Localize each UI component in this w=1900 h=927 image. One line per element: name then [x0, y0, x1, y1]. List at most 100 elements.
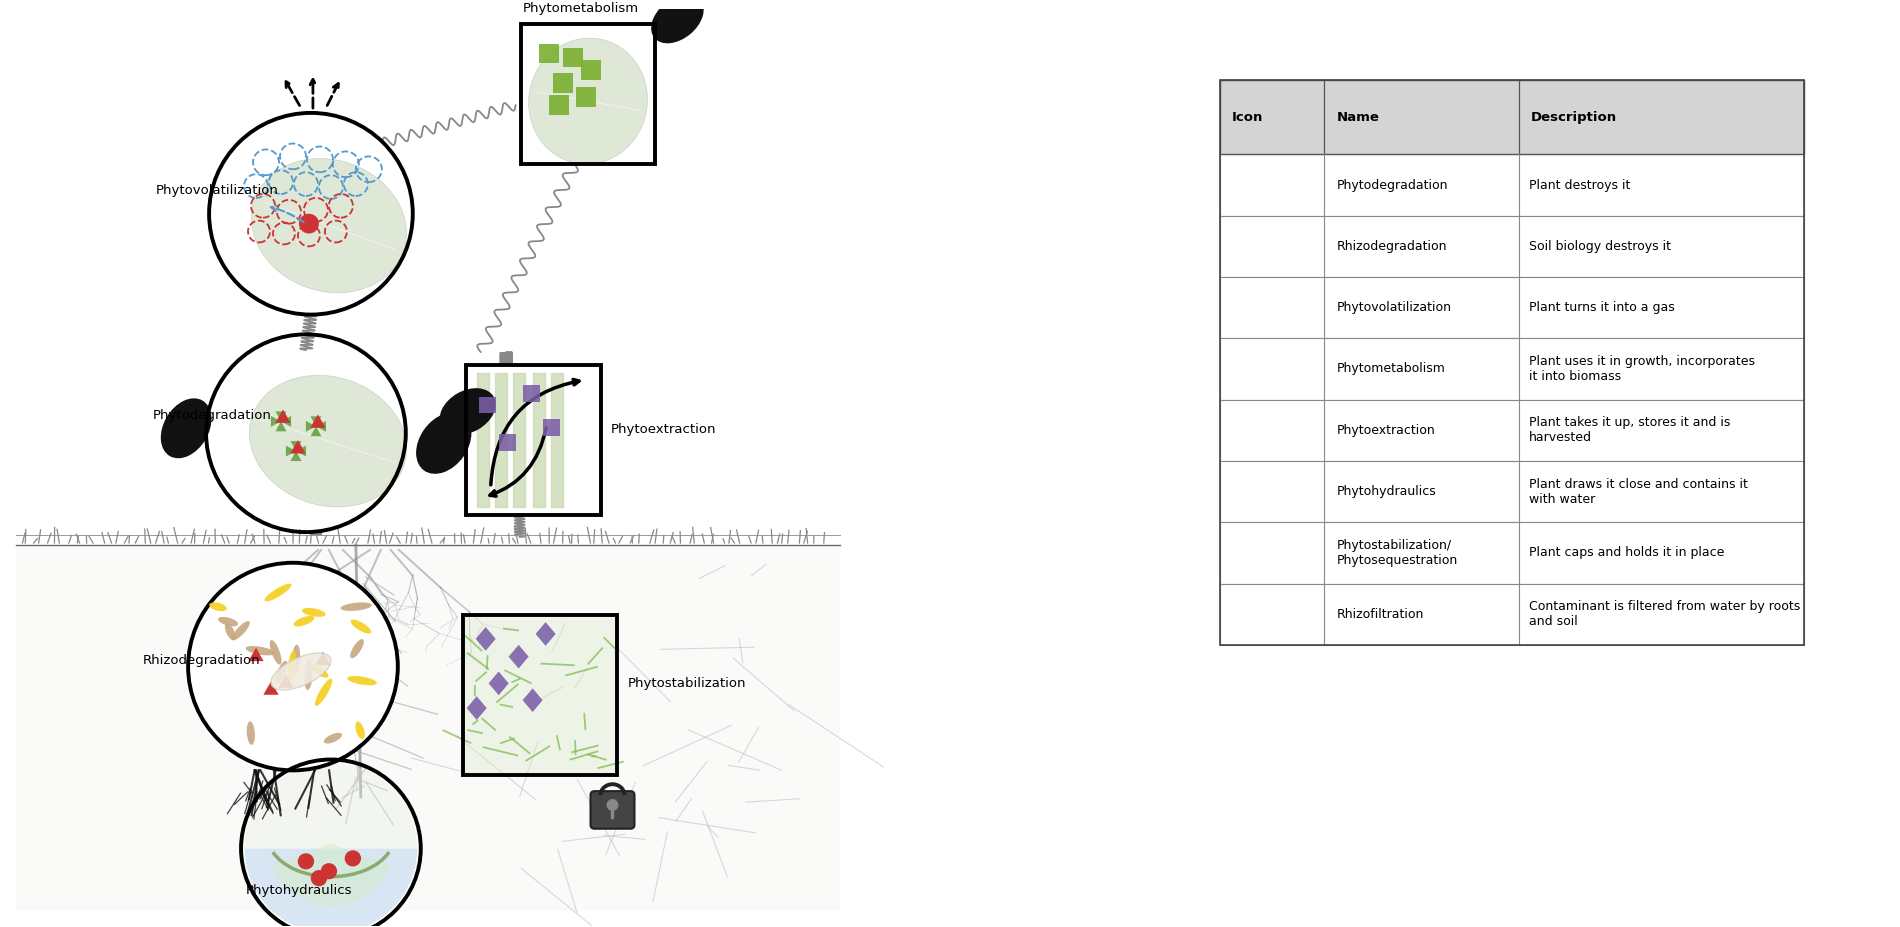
Polygon shape: [291, 440, 306, 453]
Polygon shape: [306, 421, 315, 432]
Polygon shape: [536, 622, 555, 646]
Polygon shape: [272, 416, 281, 426]
Bar: [576, 87, 595, 107]
Polygon shape: [281, 416, 291, 426]
Ellipse shape: [218, 616, 238, 627]
Ellipse shape: [245, 646, 275, 655]
Polygon shape: [276, 422, 287, 431]
Polygon shape: [522, 689, 543, 712]
Bar: [543, 419, 560, 437]
Ellipse shape: [310, 664, 329, 678]
Polygon shape: [296, 446, 306, 456]
Text: Phytometabolism: Phytometabolism: [522, 2, 638, 15]
Bar: [581, 60, 600, 81]
Bar: [1220, 81, 1803, 645]
Ellipse shape: [247, 721, 255, 744]
Ellipse shape: [348, 676, 376, 685]
Text: Plant draws it close and contains it
with water: Plant draws it close and contains it wit…: [1530, 477, 1748, 505]
Ellipse shape: [293, 644, 300, 673]
Ellipse shape: [323, 733, 342, 743]
Text: Plant takes it up, stores it and is
harvested: Plant takes it up, stores it and is harv…: [1530, 416, 1731, 444]
Text: Phytostabilization/
Phytosequestration: Phytostabilization/ Phytosequestration: [1336, 539, 1457, 567]
Ellipse shape: [276, 661, 287, 683]
Ellipse shape: [287, 651, 296, 680]
Circle shape: [312, 870, 327, 886]
Polygon shape: [310, 416, 321, 426]
Bar: [1220, 216, 1803, 277]
Polygon shape: [315, 421, 327, 432]
Circle shape: [321, 863, 336, 880]
Wedge shape: [272, 844, 390, 906]
Polygon shape: [276, 410, 291, 423]
Text: Plant destroys it: Plant destroys it: [1530, 179, 1630, 192]
Ellipse shape: [315, 679, 332, 706]
Bar: [562, 47, 583, 68]
Polygon shape: [509, 645, 528, 668]
Polygon shape: [264, 681, 279, 694]
Bar: [538, 44, 559, 63]
Bar: [17, 545, 840, 911]
Bar: [464, 616, 618, 775]
Bar: [498, 434, 515, 451]
Polygon shape: [315, 652, 331, 665]
Ellipse shape: [264, 584, 291, 602]
Polygon shape: [310, 426, 321, 437]
Circle shape: [298, 214, 319, 234]
Bar: [1220, 583, 1803, 645]
Bar: [549, 95, 568, 115]
Circle shape: [298, 853, 314, 870]
Text: Phytodegradation: Phytodegradation: [154, 410, 272, 423]
Ellipse shape: [350, 639, 365, 658]
Ellipse shape: [355, 721, 365, 739]
Text: Phytodegradation: Phytodegradation: [1336, 179, 1448, 192]
Text: Name: Name: [1336, 111, 1379, 124]
Text: Phytometabolism: Phytometabolism: [1336, 362, 1446, 375]
Bar: [1220, 461, 1803, 522]
Ellipse shape: [270, 640, 281, 665]
Polygon shape: [277, 675, 294, 688]
Bar: [464, 616, 618, 775]
Text: Phytoextraction: Phytoextraction: [610, 423, 716, 436]
Polygon shape: [249, 648, 264, 661]
Text: Phytovolatilization: Phytovolatilization: [1336, 301, 1452, 314]
Text: Plant uses it in growth, incorporates
it into biomass: Plant uses it in growth, incorporates it…: [1530, 355, 1756, 383]
Text: Rhizodegradation: Rhizodegradation: [142, 654, 260, 667]
Text: Phytostabilization: Phytostabilization: [627, 678, 747, 691]
Ellipse shape: [304, 660, 314, 690]
Ellipse shape: [416, 413, 471, 474]
Polygon shape: [475, 627, 496, 651]
Polygon shape: [291, 441, 302, 451]
Polygon shape: [276, 412, 287, 422]
Text: Phytovolatilization: Phytovolatilization: [156, 184, 279, 197]
Text: Icon: Icon: [1231, 111, 1264, 124]
Ellipse shape: [232, 621, 249, 641]
Bar: [1220, 400, 1803, 461]
Ellipse shape: [302, 608, 325, 616]
Bar: [1220, 277, 1803, 338]
Text: Phytoextraction: Phytoextraction: [1336, 424, 1434, 437]
Polygon shape: [285, 446, 296, 456]
Text: Plant caps and holds it in place: Plant caps and holds it in place: [1530, 546, 1725, 559]
Polygon shape: [310, 414, 325, 427]
Text: Phytohydraulics: Phytohydraulics: [245, 884, 353, 897]
Text: Contaminant is filtered from water by roots
and soil: Contaminant is filtered from water by ro…: [1530, 600, 1801, 629]
Bar: [521, 24, 656, 164]
Polygon shape: [467, 696, 486, 720]
FancyBboxPatch shape: [591, 791, 635, 829]
Ellipse shape: [224, 623, 236, 641]
Text: Phytohydraulics: Phytohydraulics: [1336, 485, 1436, 498]
Ellipse shape: [162, 399, 211, 458]
Ellipse shape: [439, 388, 496, 435]
Ellipse shape: [652, 0, 703, 44]
Polygon shape: [291, 451, 302, 461]
Bar: [522, 385, 540, 401]
Circle shape: [188, 563, 397, 770]
Ellipse shape: [340, 603, 372, 611]
Ellipse shape: [251, 159, 407, 293]
Ellipse shape: [294, 616, 314, 627]
Text: Rhizodegradation: Rhizodegradation: [1336, 240, 1448, 253]
Ellipse shape: [249, 375, 407, 507]
Wedge shape: [245, 763, 418, 848]
Bar: [1220, 338, 1803, 400]
Ellipse shape: [528, 38, 648, 164]
